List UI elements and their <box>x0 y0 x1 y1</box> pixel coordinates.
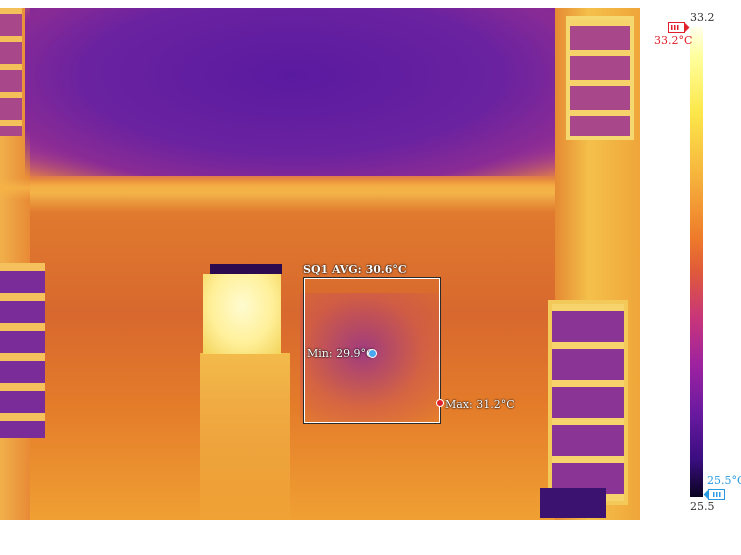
max-temperature-label: Max: 31.2°C <box>445 398 515 411</box>
right-window-shadow <box>540 488 606 518</box>
hot-streak <box>200 353 290 520</box>
measurement-box-sq1[interactable] <box>304 278 440 423</box>
unit-shadow <box>210 264 282 274</box>
min-point-marker[interactable] <box>368 349 377 358</box>
min-temperature-label: Min: 29.9°C <box>307 347 375 360</box>
right-window-bottom <box>548 300 628 505</box>
left-window-bottom <box>0 263 45 438</box>
max-point-marker[interactable] <box>436 399 444 407</box>
right-window-top <box>566 16 634 140</box>
cool-roof-region <box>25 8 560 176</box>
scale-min-value: 25.5 <box>690 500 715 513</box>
cool-spot <box>300 293 440 423</box>
scale-max-marker-text: 33.2°C <box>654 34 693 47</box>
warm-seam <box>0 178 640 200</box>
thermometer-low-icon[interactable] <box>703 489 725 500</box>
color-scale-bar <box>690 27 703 497</box>
left-window-top <box>0 8 22 136</box>
thermal-image <box>0 8 640 520</box>
sq1-average-label: SQ1 AVG: 30.6°C <box>303 263 407 276</box>
scale-min-marker-text: 25.5°C <box>707 474 741 487</box>
hot-unit <box>203 274 281 354</box>
thermometer-high-icon[interactable] <box>668 22 690 33</box>
scale-max-value: 33.2 <box>690 11 715 24</box>
